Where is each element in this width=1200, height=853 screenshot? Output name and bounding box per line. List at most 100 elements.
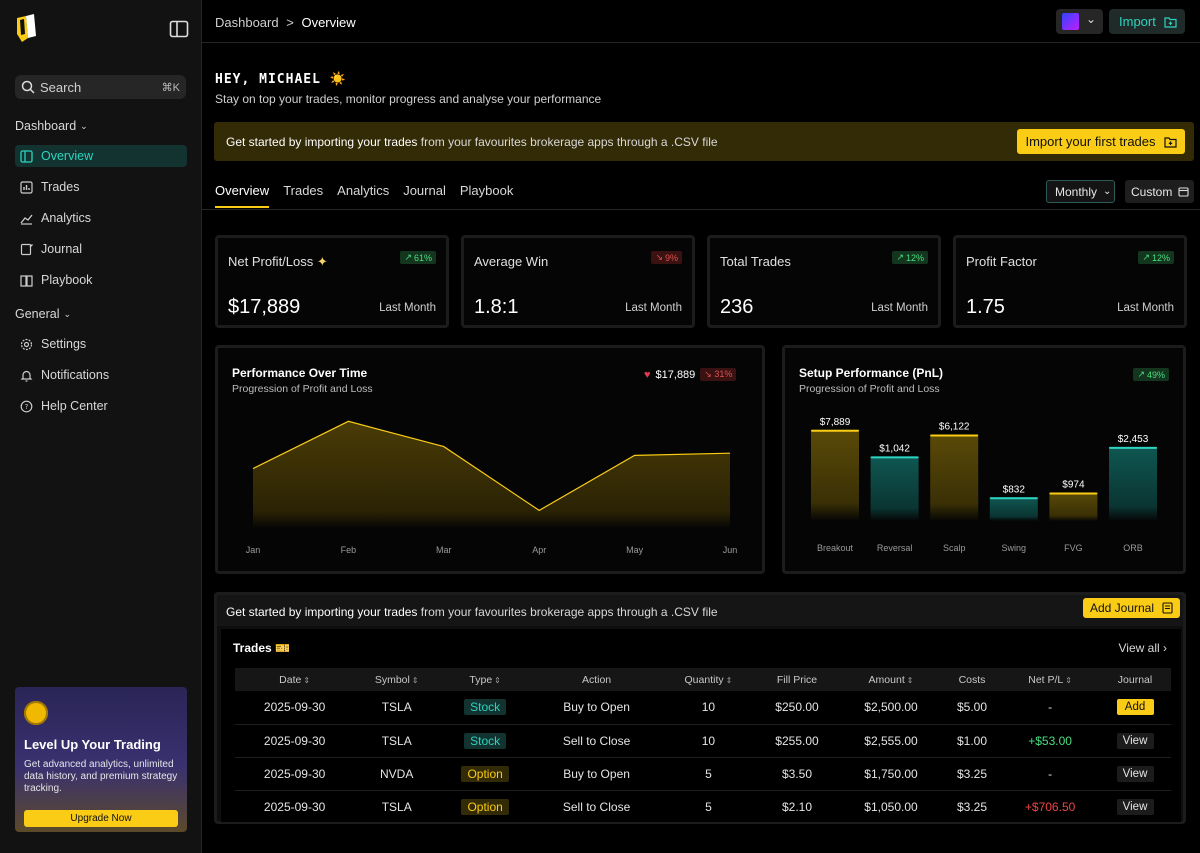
banner-rest: from your favourites brokerage apps thro…: [417, 605, 718, 619]
x-tick-label: Scalp: [943, 543, 966, 553]
trend-up-icon: ↗: [1142, 252, 1150, 262]
journal-view-button[interactable]: View: [1116, 732, 1154, 749]
cell-costs: $3.25: [942, 757, 1002, 791]
period-select[interactable]: Monthly ⌄: [1046, 180, 1115, 203]
breadcrumb-root[interactable]: Dashboard: [215, 15, 279, 30]
type-badge: Option: [461, 765, 509, 782]
banner-bold: Get started by importing your trades: [226, 605, 418, 619]
column-header-quantity[interactable]: Quantity ⇕: [684, 673, 733, 686]
table-row[interactable]: 2025-09-30 TSLA Stock Buy to Open 10 $25…: [235, 691, 1171, 725]
cell-date: 2025-09-30: [235, 691, 355, 725]
bar-top-line: [1109, 446, 1157, 449]
sidebar-item-help-center[interactable]: ? Help Center: [15, 395, 187, 417]
journal-view-button[interactable]: View: [1116, 798, 1154, 815]
trades-import-banner: Get started by importing your trades fro…: [217, 595, 1183, 626]
trend-up-icon: ↗: [404, 252, 412, 262]
data-label: $832: [1003, 484, 1026, 495]
sort-icon: ⇕: [494, 675, 501, 685]
bar-top-line: [870, 456, 919, 459]
group-general-toggle[interactable]: General ⌄: [15, 307, 71, 321]
chart-title: Performance Over Time: [232, 366, 368, 380]
cell-net-pl: +$53.00: [1001, 724, 1100, 758]
book-icon: [20, 274, 33, 287]
x-tick-label: Feb: [341, 545, 357, 555]
cell-symbol: NVDA: [354, 757, 440, 791]
sidebar-item-analytics[interactable]: Analytics: [15, 207, 187, 229]
tab-journal[interactable]: Journal: [403, 183, 446, 198]
bar-top-line: [989, 497, 1038, 500]
group-dashboard-toggle[interactable]: Dashboard ⌄: [15, 119, 88, 133]
column-header-action: Action: [581, 673, 612, 686]
sort-icon: ⇕: [906, 675, 914, 685]
cell-quantity: 10: [662, 691, 755, 725]
sidebar-toggle-icon[interactable]: [169, 20, 189, 38]
upgrade-now-button[interactable]: Upgrade Now: [24, 810, 178, 827]
tab-playbook[interactable]: Playbook: [459, 183, 514, 198]
period-selected: Monthly: [1055, 184, 1098, 199]
kpi-change-badge: ↗ 61%: [400, 251, 436, 264]
account-switcher[interactable]: ⌄: [1056, 9, 1103, 34]
search-input[interactable]: Search ⌘K: [15, 75, 186, 99]
layout-icon: [20, 149, 33, 163]
cell-quantity: 5: [705, 799, 712, 814]
sidebar-item-overview[interactable]: Overview: [15, 145, 187, 167]
journal-view-button[interactable]: View: [1116, 765, 1154, 782]
column-header-costs: Costs: [958, 673, 986, 686]
sidebar-item-label: Trades: [41, 180, 80, 194]
performance-summary: ♥ $17,889 ↘ 31%: [644, 368, 737, 381]
column-header-symbol[interactable]: Symbol ⇕: [374, 673, 419, 686]
tab-overview[interactable]: Overview: [215, 183, 270, 208]
gear-icon: [20, 338, 33, 350]
table-row[interactable]: 2025-09-30 NVDA Option Buy to Open 5 $3.…: [235, 757, 1171, 791]
custom-range-button[interactable]: Custom: [1125, 180, 1194, 203]
kpi-value: 1.75: [966, 296, 1005, 318]
tab-trades[interactable]: Trades: [283, 183, 324, 198]
sidebar-item-settings[interactable]: Settings: [15, 333, 187, 355]
x-tick-label: Breakout: [817, 543, 854, 553]
logo-icon[interactable]: [14, 14, 40, 44]
cell-date: 2025-09-30: [263, 799, 326, 814]
cell-action: Buy to Open: [531, 757, 662, 791]
sidebar-item-notifications[interactable]: Notifications: [15, 364, 187, 386]
cell-amount: $1,050.00: [864, 799, 918, 814]
column-header-date[interactable]: Date ⇕: [279, 673, 311, 686]
table-row[interactable]: 2025-09-30 TSLA Stock Sell to Close 10 $…: [235, 724, 1171, 758]
sidebar-item-journal[interactable]: Journal: [15, 238, 187, 260]
upgrade-promo-card: Level Up Your Trading Get advanced analy…: [15, 687, 187, 832]
column-header-type[interactable]: Type ⇕: [469, 673, 501, 686]
sidebar-item-trades[interactable]: Trades: [15, 176, 187, 198]
column-header-amount[interactable]: Amount ⇕: [868, 673, 914, 686]
x-tick-label: Reversal: [877, 543, 913, 553]
view-all-link[interactable]: View all ›: [1118, 641, 1167, 655]
breadcrumb-current: Overview: [301, 15, 356, 30]
import-button[interactable]: Import: [1109, 9, 1185, 34]
folder-import-icon: [1163, 136, 1177, 148]
journal-add-button[interactable]: Add: [1116, 699, 1154, 716]
import-first-trades-button[interactable]: Import your first trades: [1017, 129, 1185, 154]
tab-analytics[interactable]: Analytics: [337, 183, 390, 198]
bar: [989, 497, 1038, 521]
kpi-average-win: Average Win ↘ 9% 1.8:1 Last Month: [461, 235, 695, 328]
trades-section: Get started by importing your trades fro…: [214, 592, 1186, 824]
add-journal-button[interactable]: Add Journal: [1083, 598, 1180, 618]
sidebar-item-label: Analytics: [41, 211, 92, 225]
x-tick-label: Apr: [532, 545, 546, 555]
search-shortcut: ⌘K: [161, 81, 180, 94]
cell-net-pl: -: [1001, 691, 1100, 725]
sidebar-item-playbook[interactable]: Playbook: [15, 269, 187, 291]
cell-date: 2025-09-30: [235, 757, 355, 791]
performance-change-badge: ↘ 31%: [700, 368, 737, 381]
trend-up-icon: ↗: [896, 252, 904, 262]
svg-text:?: ?: [25, 403, 29, 411]
cell-fill-price: $3.50: [754, 757, 840, 791]
group-general-label: General: [15, 307, 60, 321]
x-tick-label: Jan: [246, 545, 261, 555]
column-header-fill-price: Fill Price: [776, 673, 818, 686]
sort-icon: ⇕: [411, 675, 419, 685]
table-row[interactable]: 2025-09-30 TSLA Option Sell to Close 5 $…: [235, 790, 1171, 823]
banner-rest: from your favourites brokerage apps thro…: [417, 135, 718, 149]
data-label: $7,889: [820, 417, 851, 428]
column-header-net-pl[interactable]: Net P/L ⇕: [1028, 673, 1072, 686]
journal-icon: [1162, 602, 1173, 614]
data-label: $6,122: [939, 422, 970, 433]
